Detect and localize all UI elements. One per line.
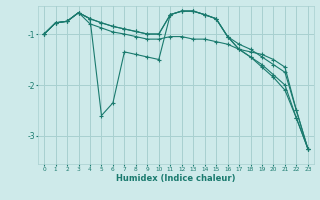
X-axis label: Humidex (Indice chaleur): Humidex (Indice chaleur)	[116, 174, 236, 183]
